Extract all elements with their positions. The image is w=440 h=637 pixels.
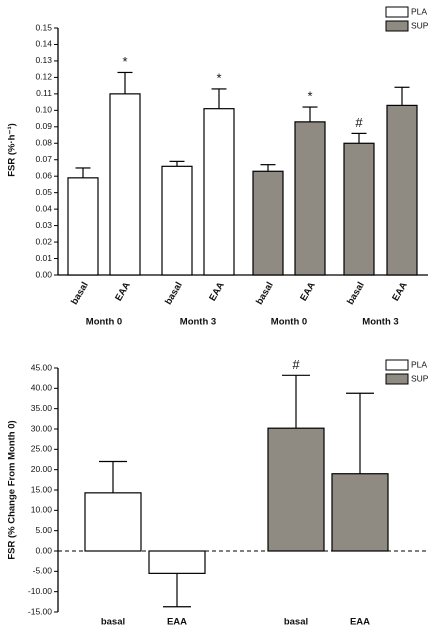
y-tick-label: 0.05 — [35, 187, 52, 197]
x-tick-label: basal — [345, 280, 367, 307]
y-tick-label: 30.00 — [31, 423, 53, 433]
group-label: Month 0 — [86, 317, 122, 328]
bar — [343, 142, 375, 276]
y-axis-label: FSR (% Change From Month 0) — [7, 420, 18, 559]
bar — [294, 121, 326, 276]
y-tick-label: 0.08 — [35, 138, 52, 148]
x-tick-label: basal — [284, 617, 308, 628]
x-tick-label: EAA — [113, 280, 133, 303]
x-tick-label: basal — [69, 280, 91, 307]
bar — [109, 93, 141, 276]
bar — [84, 492, 142, 552]
y-tick-label: 0.10 — [35, 105, 52, 115]
legend-swatch — [385, 373, 409, 385]
legend-swatch — [385, 6, 409, 18]
legend-label: PLA — [411, 359, 427, 369]
y-tick-label: 0.07 — [35, 154, 52, 164]
y-tick-label: 0.02 — [35, 236, 52, 246]
group-label: Month 3 — [180, 317, 216, 328]
y-tick-label: 0.04 — [35, 203, 52, 213]
significance-marker: * — [122, 54, 127, 69]
bar — [386, 104, 418, 276]
bar — [331, 473, 389, 552]
bar — [161, 165, 193, 276]
significance-marker: # — [292, 357, 300, 372]
x-tick-label: EAA — [298, 280, 318, 303]
y-tick-label: -10.00 — [28, 586, 52, 596]
y-tick-label: 0.12 — [35, 72, 52, 82]
bar — [67, 177, 99, 276]
y-tick-label: 0.09 — [35, 121, 52, 131]
legend-swatch — [385, 359, 409, 371]
legend-swatch — [385, 20, 409, 32]
x-tick-label: EAA — [390, 280, 410, 303]
y-tick-label: 10.00 — [31, 505, 53, 515]
x-tick-label: EAA — [167, 617, 187, 628]
bar — [252, 170, 284, 276]
y-tick-label: 45.00 — [31, 362, 53, 372]
y-tick-label: 25.00 — [31, 444, 53, 454]
legend-label: SUP — [411, 20, 429, 30]
y-tick-label: 35.00 — [31, 403, 53, 413]
bar — [203, 108, 235, 276]
y-tick-label: 0.14 — [35, 39, 52, 49]
y-tick-label: 0.15 — [35, 22, 52, 32]
bar — [148, 550, 206, 574]
legend-label: SUP — [411, 373, 429, 383]
y-tick-label: 0.00 — [35, 269, 52, 279]
y-tick-label: 15.00 — [31, 484, 53, 494]
y-tick-label: 0.03 — [35, 220, 52, 230]
significance-marker: # — [355, 115, 363, 130]
legend-label: PLA — [411, 6, 427, 16]
y-tick-label: 20.00 — [31, 464, 53, 474]
y-tick-label: 40.00 — [31, 383, 53, 393]
x-tick-label: basal — [101, 617, 125, 628]
x-tick-label: EAA — [350, 617, 370, 628]
x-tick-label: basal — [254, 280, 276, 307]
y-tick-label: 0.01 — [35, 253, 52, 263]
y-tick-label: 0.06 — [35, 170, 52, 180]
significance-marker: * — [216, 70, 221, 85]
y-tick-label: 5.00 — [35, 525, 52, 535]
y-tick-label: -15.00 — [28, 606, 52, 616]
y-axis-label: FSR (%·h⁻¹) — [7, 123, 18, 177]
group-label: Month 3 — [362, 317, 398, 328]
significance-marker: * — [307, 88, 312, 103]
group-label: Month 0 — [271, 317, 307, 328]
y-tick-label: -5.00 — [33, 566, 53, 576]
y-tick-label: 0.11 — [36, 88, 52, 98]
x-tick-label: basal — [163, 280, 185, 307]
y-tick-label: 0.13 — [35, 55, 52, 65]
bar — [267, 427, 325, 552]
y-tick-label: 0.00 — [35, 545, 52, 555]
x-tick-label: EAA — [207, 280, 227, 303]
